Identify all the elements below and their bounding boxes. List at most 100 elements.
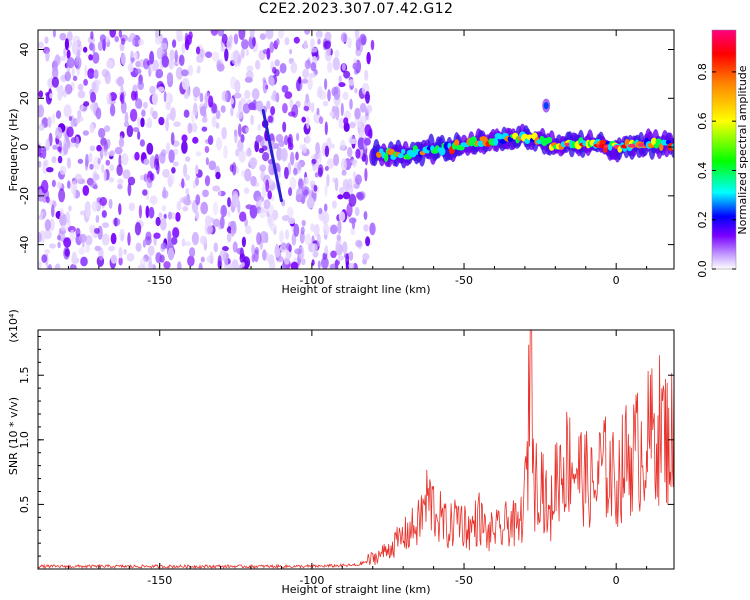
noise-blob xyxy=(251,244,255,255)
noise-blob xyxy=(323,40,331,50)
noise-blob xyxy=(324,246,328,254)
noise-blob xyxy=(341,169,347,176)
noise-blob xyxy=(127,232,131,246)
noise-blob xyxy=(83,78,88,86)
noise-blob xyxy=(120,37,126,45)
noise-blob xyxy=(165,142,171,155)
noise-blob xyxy=(333,153,340,167)
noise-blob xyxy=(298,76,302,85)
noise-blob xyxy=(228,34,233,44)
noise-blob xyxy=(298,178,304,190)
noise-blob xyxy=(127,36,133,43)
noise-blob xyxy=(43,159,49,167)
noise-blob xyxy=(191,231,199,246)
noise-blob xyxy=(290,261,299,269)
noise-blob xyxy=(284,135,289,146)
noise-blob xyxy=(128,64,134,73)
noise-blob xyxy=(68,141,77,148)
noise-blob xyxy=(287,137,292,144)
noise-blob xyxy=(38,41,45,49)
noise-blob xyxy=(303,40,308,49)
noise-blob xyxy=(347,37,352,49)
noise-blob xyxy=(172,161,179,167)
colorbar-gradient xyxy=(712,30,736,269)
noise-blob xyxy=(52,30,56,38)
noise-blob xyxy=(132,127,140,133)
noise-blob xyxy=(130,57,135,63)
noise-blob xyxy=(195,46,201,55)
noise-blob xyxy=(350,227,356,236)
noise-blob xyxy=(315,142,320,155)
noise-blob xyxy=(269,223,278,232)
noise-blob xyxy=(254,140,260,153)
noise-blob xyxy=(286,242,291,251)
noise-blob xyxy=(151,59,159,72)
noise-blob xyxy=(66,57,75,69)
noise-blob xyxy=(204,215,212,227)
noise-blob xyxy=(117,183,123,190)
noise-blob xyxy=(241,236,246,248)
noise-blob xyxy=(114,217,118,227)
noise-blob xyxy=(237,123,242,137)
noise-blob xyxy=(95,215,100,223)
noise-blob xyxy=(176,34,184,42)
noise-blob xyxy=(349,138,358,145)
noise-blob xyxy=(256,232,262,245)
noise-blob xyxy=(363,211,368,220)
noise-blob xyxy=(45,196,50,204)
noise-blob xyxy=(270,106,276,116)
signal-core xyxy=(497,134,504,140)
noise-blob xyxy=(140,117,145,128)
noise-blob xyxy=(74,58,80,66)
noise-blob xyxy=(114,146,123,155)
noise-blob xyxy=(284,37,290,46)
noise-blob xyxy=(329,111,334,117)
heat-x-tick-label: -150 xyxy=(147,274,172,287)
noise-blob xyxy=(364,154,369,166)
noise-blob xyxy=(40,211,44,219)
noise-blob xyxy=(310,61,317,72)
colorbar-tick-label: 0.0 xyxy=(696,260,709,278)
noise-blob xyxy=(364,168,368,182)
colorbar-tick-label: 0.6 xyxy=(696,112,709,130)
noise-blob xyxy=(279,230,284,243)
noise-blob xyxy=(289,176,297,190)
noise-blob xyxy=(93,69,99,80)
noise-blob xyxy=(137,130,141,140)
noise-blob xyxy=(343,122,350,132)
noise-blob xyxy=(195,211,200,220)
noise-blob xyxy=(338,75,343,84)
noise-blob xyxy=(293,223,300,237)
noise-blob xyxy=(267,190,273,200)
noise-blob xyxy=(158,212,163,219)
noise-blob xyxy=(71,67,75,76)
noise-blob xyxy=(184,38,190,51)
noise-blob xyxy=(227,197,231,208)
noise-blob xyxy=(237,106,244,120)
noise-blob xyxy=(207,225,214,235)
noise-blob xyxy=(230,226,235,237)
noise-blob xyxy=(283,256,290,265)
noise-blob xyxy=(348,217,357,224)
noise-blob xyxy=(46,167,54,173)
noise-blob xyxy=(106,93,112,105)
noise-blob xyxy=(59,165,67,175)
noise-blob xyxy=(367,129,373,139)
noise-blob xyxy=(51,179,56,188)
noise-blob xyxy=(97,41,103,51)
noise-blob xyxy=(183,163,188,178)
noise-blob xyxy=(59,55,67,62)
noise-blob xyxy=(44,36,49,44)
colorbar-frame xyxy=(711,29,737,270)
noise-blob xyxy=(127,182,132,197)
noise-blob xyxy=(231,193,240,208)
noise-blob xyxy=(198,262,203,269)
snr-y-multiplier: (x10⁴) xyxy=(7,309,20,343)
noise-blob xyxy=(246,65,254,72)
noise-blob xyxy=(365,104,373,114)
noise-blob xyxy=(146,142,154,155)
noise-blob xyxy=(236,247,244,255)
noise-blob xyxy=(215,122,220,129)
noise-blob xyxy=(302,143,307,154)
noise-blob xyxy=(311,243,318,253)
